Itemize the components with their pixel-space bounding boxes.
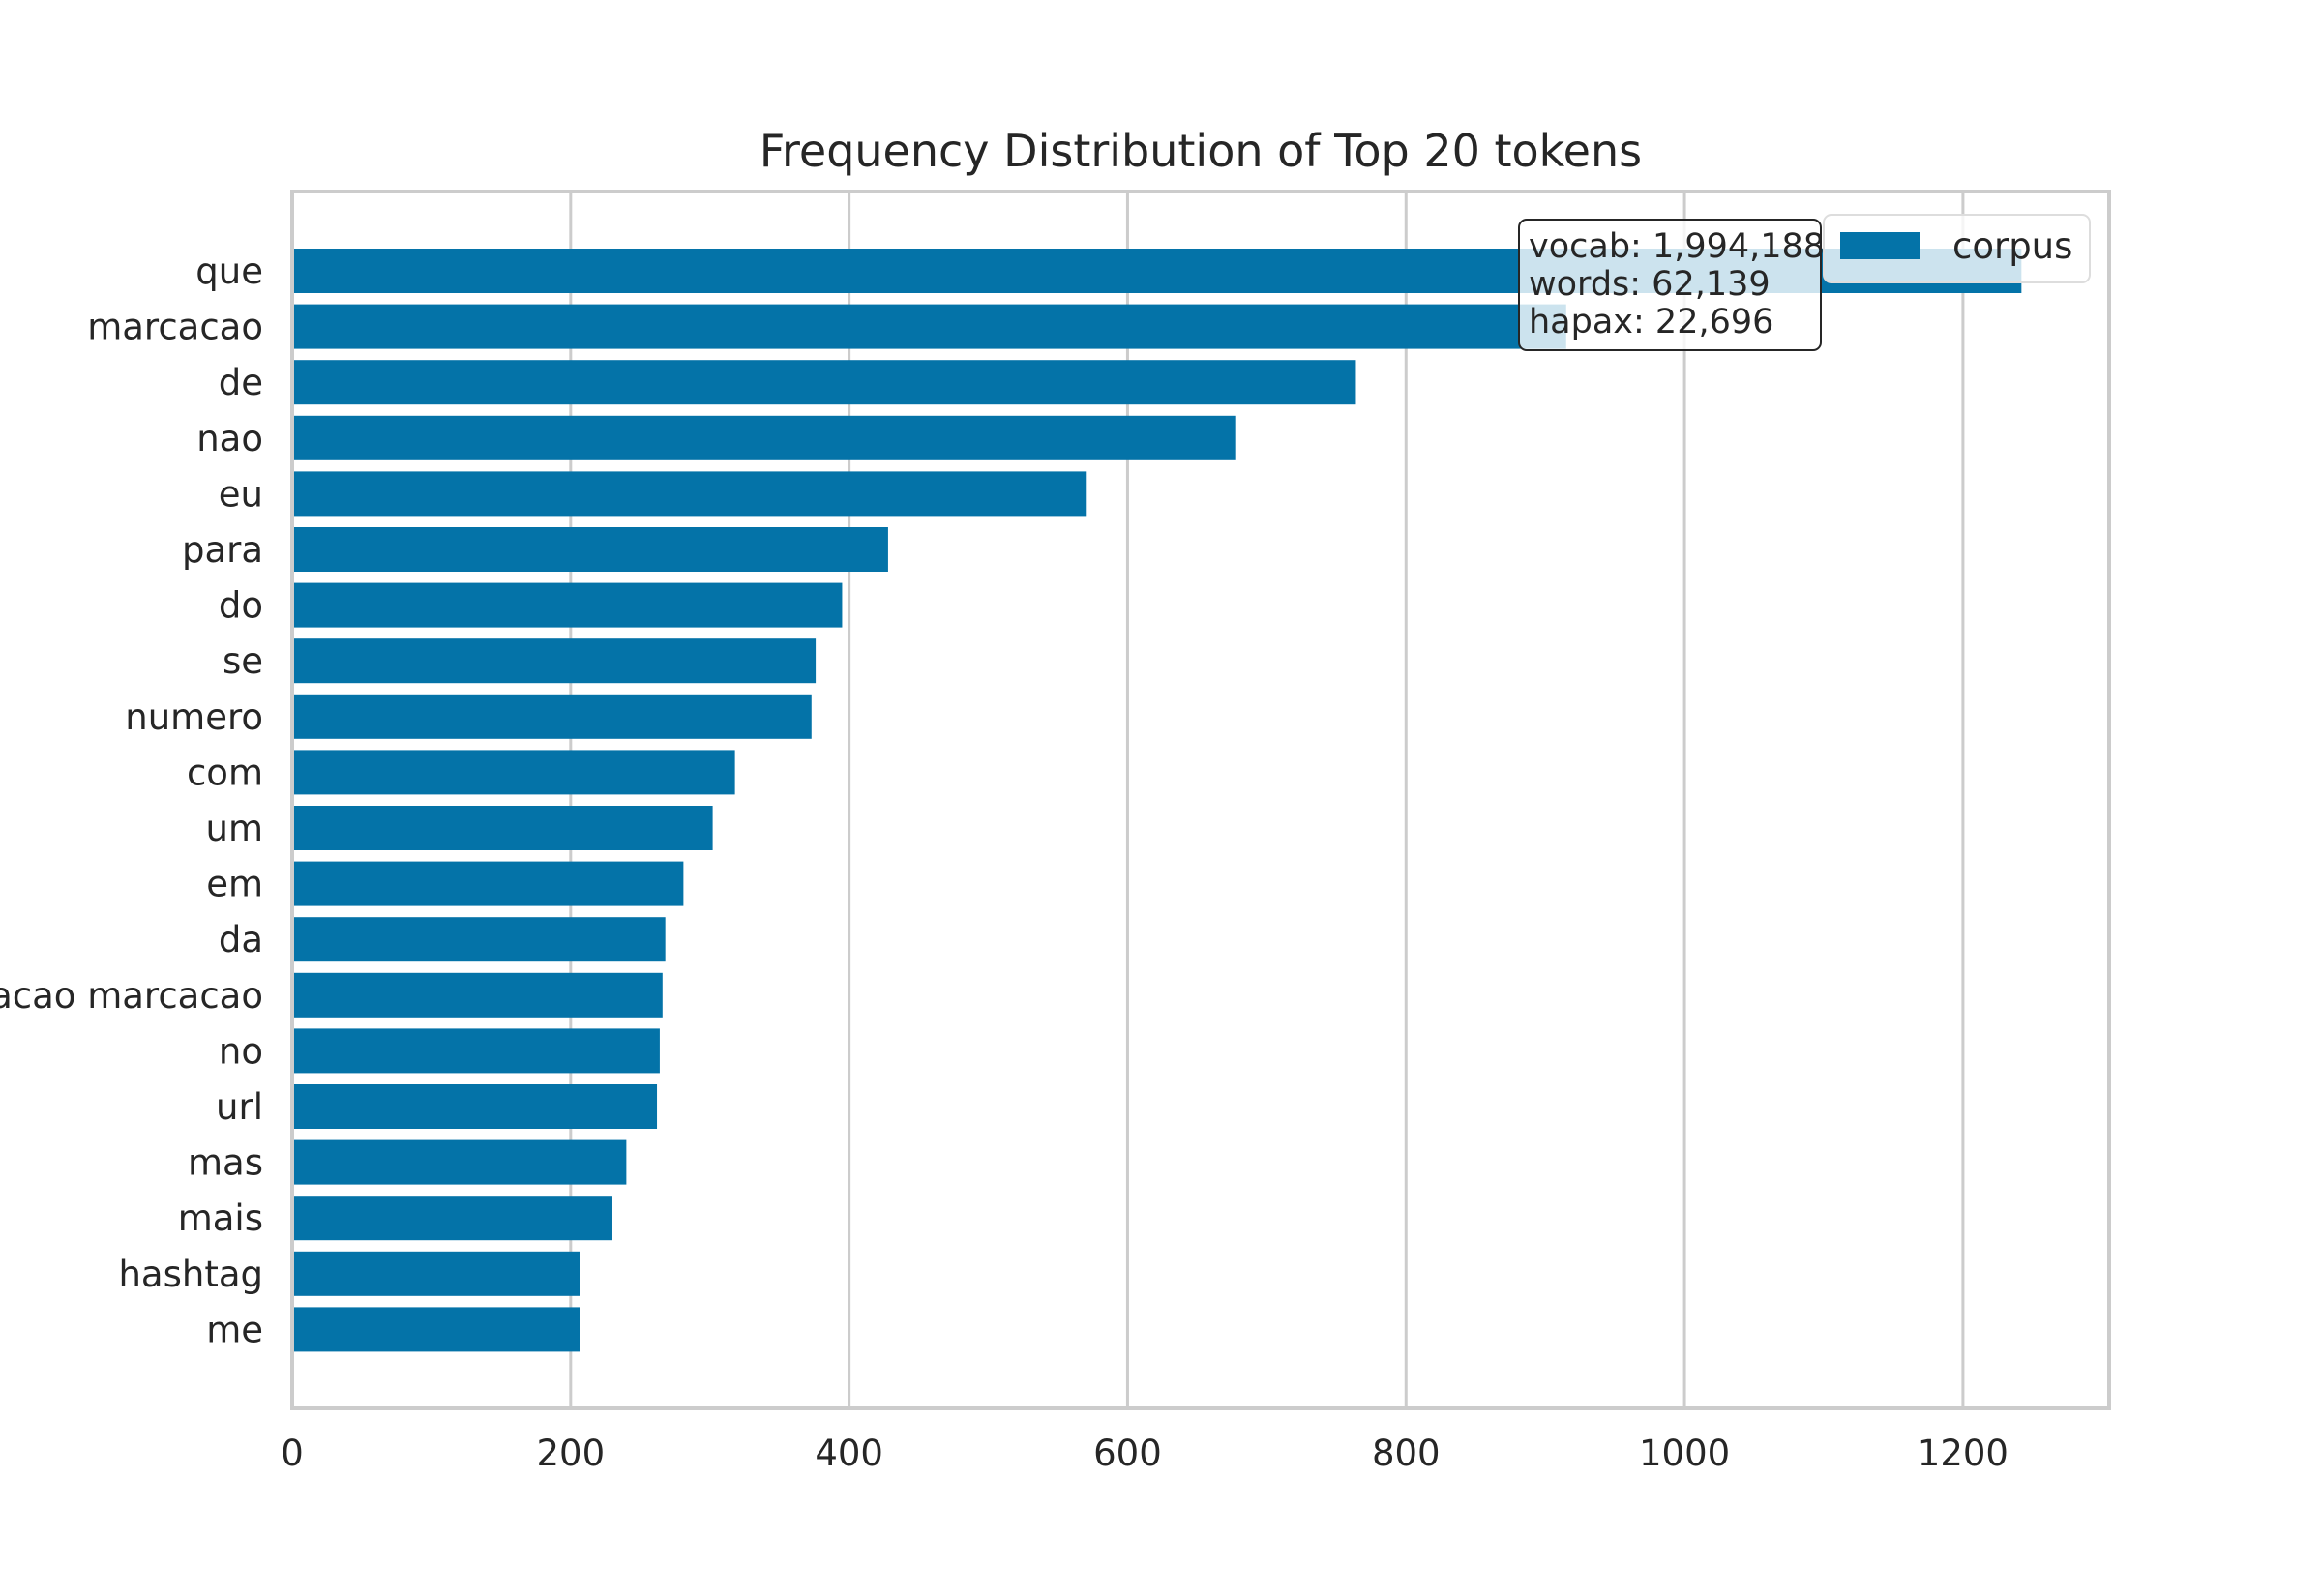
category-label: que xyxy=(195,251,263,292)
category-label: eu xyxy=(219,473,263,515)
category-label: mas xyxy=(188,1142,263,1184)
x-tick-label: 200 xyxy=(537,1433,606,1474)
category-labels: que marcacao de nao eu para do se numero com um em d… xyxy=(0,251,263,1350)
category-label: em xyxy=(206,864,263,905)
category-label: com xyxy=(187,752,263,793)
category-label: um xyxy=(206,808,264,849)
bar-6 xyxy=(292,582,843,628)
bar-14 xyxy=(292,1028,660,1074)
stats-words: words: 62,139 xyxy=(1529,265,1771,304)
x-tick-label: 1000 xyxy=(1639,1433,1730,1474)
bar-7 xyxy=(292,638,817,684)
legend: corpus xyxy=(1823,214,2091,283)
bar-1 xyxy=(292,304,1566,349)
category-label: marcacao marcacao xyxy=(0,975,263,1017)
bar-19 xyxy=(292,1307,580,1352)
category-label: se xyxy=(223,640,263,682)
bar-4 xyxy=(292,471,1087,517)
category-label: mais xyxy=(178,1197,263,1239)
category-label: para xyxy=(182,529,263,571)
bar-15 xyxy=(292,1084,658,1129)
bar-9 xyxy=(292,750,735,795)
category-label: url xyxy=(216,1086,263,1128)
category-label: de xyxy=(219,362,263,403)
bar-3 xyxy=(292,415,1236,460)
bar-11 xyxy=(292,861,684,906)
stats-hapax: hapax: 22,696 xyxy=(1529,303,1773,341)
legend-swatch-corpus xyxy=(1840,232,1920,259)
legend-box xyxy=(1823,214,2091,283)
x-tick-label: 400 xyxy=(815,1433,883,1474)
category-label: marcacao xyxy=(87,307,263,348)
plot-frame xyxy=(290,190,2111,1410)
category-label: me xyxy=(206,1309,263,1350)
legend-label-corpus: corpus xyxy=(1952,225,2072,267)
category-label: hashtag xyxy=(118,1254,263,1295)
chart-title: Frequency Distribution of Top 20 tokens xyxy=(759,125,1642,177)
x-tick-labels: 0 200 400 600 800 1000 1200 xyxy=(281,1433,2009,1474)
bar-5 xyxy=(292,527,888,572)
category-label: nao xyxy=(196,418,263,459)
x-tick-label: 800 xyxy=(1372,1433,1441,1474)
category-label: numero xyxy=(125,696,263,738)
category-label: da xyxy=(219,919,263,961)
category-label: no xyxy=(219,1030,263,1072)
stats-vocab: vocab: 1,994,188 xyxy=(1529,227,1825,266)
bar-18 xyxy=(292,1251,580,1296)
bar-13 xyxy=(292,972,663,1018)
x-tick-label: 1200 xyxy=(1918,1433,2009,1474)
bar-8 xyxy=(292,694,812,739)
stats-annotation: vocab: 1,994,188 words: 62,139 hapax: 22… xyxy=(1518,219,1825,351)
bar-17 xyxy=(292,1196,612,1241)
bar-12 xyxy=(292,917,666,962)
stats-box xyxy=(1518,219,1822,351)
x-tick-label: 0 xyxy=(281,1433,304,1474)
bar-10 xyxy=(292,806,713,850)
x-tick-label: 600 xyxy=(1093,1433,1162,1474)
category-label: do xyxy=(219,585,263,627)
bar-2 xyxy=(292,360,1356,405)
bar-16 xyxy=(292,1139,627,1185)
